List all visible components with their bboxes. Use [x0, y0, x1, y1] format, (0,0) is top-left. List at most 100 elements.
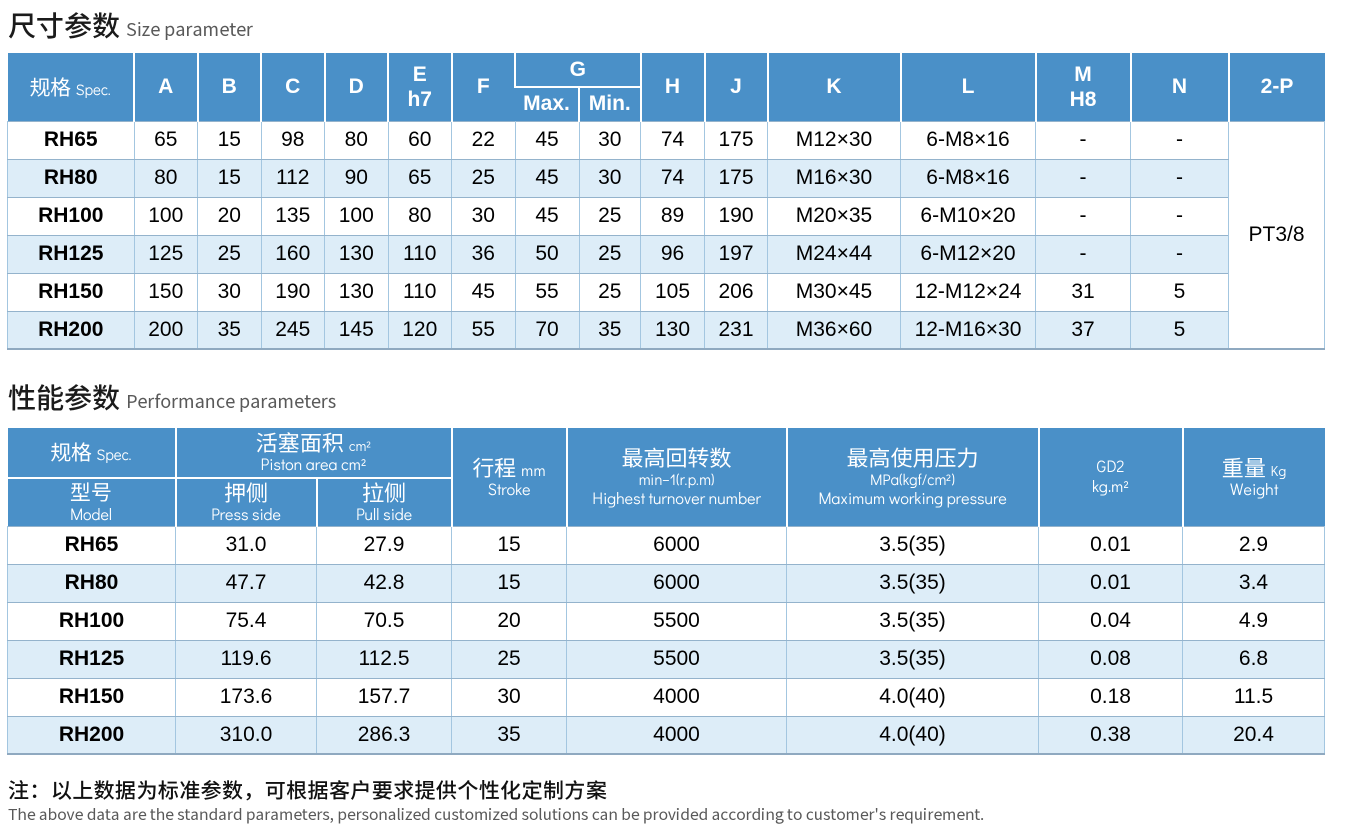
- col-header-g-min: Min.: [578, 86, 641, 121]
- value-cell: 130: [640, 310, 705, 350]
- value-cell: M12×30: [767, 120, 901, 160]
- turnover-en-label: Highest turnover number: [592, 488, 761, 510]
- model-cell: RH65: [7, 525, 176, 565]
- note-en: The above data are the standard paramete…: [8, 803, 985, 825]
- piston-area-unit-label: cm²: [348, 436, 372, 456]
- value-cell: 3.5(35): [786, 601, 1039, 641]
- value-cell: 45: [514, 158, 580, 198]
- col-header-g: G: [514, 53, 641, 87]
- perf-section-title: 性能参数 Performance parameters: [8, 377, 336, 417]
- size-header-e-line2: h7: [407, 87, 432, 111]
- value-cell: 65: [133, 120, 198, 160]
- value-cell: 3.5(35): [786, 525, 1039, 565]
- value-cell: M36×60: [767, 310, 901, 350]
- value-cell: 119.6: [175, 639, 317, 679]
- value-cell: 173.6: [175, 677, 317, 717]
- model-zh-label: 型号: [70, 477, 112, 507]
- value-cell: 70.5: [316, 601, 452, 641]
- value-cell: 310.0: [175, 715, 317, 755]
- value-cell: 45: [514, 120, 580, 160]
- value-cell: 175: [704, 120, 768, 160]
- value-cell: 35: [197, 310, 262, 350]
- model-cell: RH65: [7, 120, 135, 160]
- value-cell: M24×44: [767, 234, 901, 274]
- perf-header-stroke: 行程 mm Stroke: [450, 428, 567, 526]
- size-header-spec-zh-label: 规格: [29, 71, 72, 102]
- model-cell: RH200: [7, 310, 135, 350]
- weight-unit-label: Kg: [1270, 460, 1287, 480]
- value-cell: 5500: [566, 601, 787, 641]
- col-header-k: K: [766, 53, 901, 121]
- value-cell: 55: [451, 310, 516, 350]
- value-cell: 74: [640, 158, 705, 198]
- value-cell: 30: [578, 158, 641, 198]
- value-cell: 30: [451, 677, 567, 717]
- value-cell: 20: [197, 196, 262, 236]
- table-row: RH65 31.0 27.9 15 6000 3.5(35) 0.01 2.9: [7, 525, 1325, 565]
- perf-header-turnover: 最高回转数 min−1(r.p.m) Highest turnover numb…: [565, 428, 787, 526]
- size-header-m-line2: H8: [1069, 87, 1097, 111]
- value-cell: 30: [451, 196, 516, 236]
- pull-side-en-label: Pull side: [355, 504, 413, 525]
- table-row: RH150 173.6 157.7 30 4000 4.0(40) 0.18 11.5: [7, 677, 1325, 717]
- value-cell: 74: [640, 120, 705, 160]
- model-cell: RH100: [7, 196, 135, 236]
- size-header-m-line1: M: [1074, 62, 1092, 86]
- value-cell: 4.9: [1182, 601, 1325, 641]
- value-cell: 5: [1130, 310, 1229, 350]
- header-row: 规格 Spec. 活塞面积 cm² Piston area cm² 行程 mm …: [7, 426, 1325, 526]
- table-row: RH65 65 15 98 80 60 22 45 30 74 175 M12×30 6-M8×16- -…: [7, 120, 1325, 350]
- value-cell: 65: [387, 158, 452, 198]
- value-cell: 120: [387, 310, 452, 350]
- table-row: RH125 125 25 160 130 110 36 50 25 96 197 M24×44 6-M1…: [7, 234, 1325, 274]
- value-cell: 42.8: [316, 563, 452, 603]
- col-header-h: H: [639, 53, 705, 121]
- value-cell: 0.08: [1038, 639, 1183, 679]
- weight-zh-line: 重量 Kg: [1184, 454, 1325, 480]
- value-cell: 35: [451, 715, 567, 755]
- value-cell: 55: [514, 272, 580, 312]
- value-cell: 12-M16×30: [900, 310, 1036, 350]
- value-cell: M30×45: [767, 272, 901, 312]
- press-side-zh-label: 押侧: [223, 476, 268, 508]
- turnover-unit-label: min−1(r.p.m): [638, 469, 715, 490]
- value-cell: 200: [133, 310, 198, 350]
- value-cell: 160: [260, 234, 325, 274]
- value-cell: 175: [704, 158, 768, 198]
- value-cell: M20×35: [767, 196, 901, 236]
- header-row: 型号 Model 押侧 Press side 拉侧 Pull side: [7, 476, 1325, 526]
- pressure-zh-label: 最高使用压力: [846, 441, 979, 474]
- value-cell: 90: [324, 158, 389, 198]
- model-en-label: Model: [69, 504, 113, 525]
- perf-header-pressure: 最高使用压力 MPa(kgf/cm²) Maximum working pres…: [785, 428, 1039, 526]
- value-cell: 190: [260, 272, 325, 312]
- value-cell: 6000: [566, 525, 787, 565]
- table-row: RH200 200 35 245 145 120 55 70 35 130 231 M36×60 12-…: [7, 310, 1325, 350]
- value-cell: 100: [324, 196, 389, 236]
- performance-parameter-table: 规格 Spec. 活塞面积 cm² Piston area cm² 行程 mm …: [7, 428, 1325, 755]
- model-cell: RH125: [7, 639, 176, 679]
- col-header-l: L: [899, 53, 1036, 121]
- value-cell: 15: [197, 158, 262, 198]
- value-cell: -: [1035, 234, 1131, 274]
- value-cell: 6-M12×20: [900, 234, 1036, 274]
- table-row: RH100 100 20 135 100 80 30 45 25 89 190 M20×35 6-M10…: [7, 196, 1325, 236]
- perf-header-gd2: GD2 kg.m²: [1037, 428, 1183, 526]
- value-cell: 25: [451, 639, 567, 679]
- size-header-spec-en-label: Spec.: [75, 78, 112, 99]
- value-cell: 12-M12×24: [900, 272, 1036, 312]
- value-cell: 25: [197, 234, 262, 274]
- col-header-g-max: Max.: [515, 86, 579, 121]
- value-cell: 125: [133, 234, 198, 274]
- value-cell: 35: [578, 310, 641, 350]
- value-cell: -: [1130, 234, 1229, 274]
- piston-area-zh-label: 活塞面积: [255, 426, 344, 459]
- pressure-en-label: Maximum working pressure: [818, 488, 1007, 510]
- value-cell: 30: [197, 272, 262, 312]
- perf-header-spec-zh-label: 规格: [50, 437, 93, 468]
- value-cell: 3.5(35): [786, 639, 1039, 679]
- value-cell: -: [1130, 158, 1229, 198]
- value-cell: 20: [451, 601, 567, 641]
